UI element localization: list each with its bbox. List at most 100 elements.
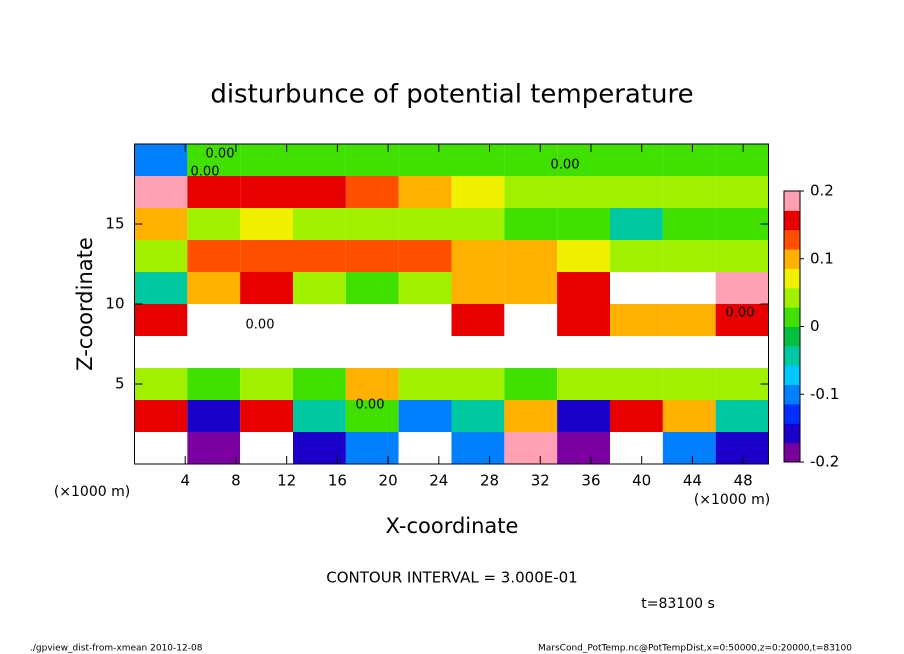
chart-title: disturbunce of potential temperature <box>210 80 693 110</box>
heat-cell <box>610 336 663 368</box>
heat-cell <box>662 208 716 240</box>
heat-cell <box>504 240 558 272</box>
heat-cell <box>504 368 558 400</box>
heat-cell <box>610 176 663 208</box>
heat-cell <box>504 400 558 432</box>
heat-cell <box>451 176 505 208</box>
colorbar-band <box>784 210 800 231</box>
x-tick-label: 16 <box>328 472 347 490</box>
heat-cell <box>398 144 452 176</box>
heat-cell <box>451 400 505 432</box>
heat-cell <box>134 304 188 336</box>
heat-cell <box>662 400 716 432</box>
time-label: t=83100 s <box>641 596 715 612</box>
heat-cell <box>345 240 399 272</box>
heat-cell <box>557 176 610 208</box>
heat-cell <box>345 432 399 464</box>
heat-cell <box>345 208 399 240</box>
heat-cell <box>504 304 558 336</box>
heat-cell <box>451 336 505 368</box>
heat-cell <box>398 400 452 432</box>
heat-cell <box>293 144 346 176</box>
heat-cell <box>240 400 293 432</box>
heat-cell <box>293 432 346 464</box>
heat-cell <box>293 304 346 336</box>
heat-cell <box>504 272 558 304</box>
heat-cell <box>715 432 769 464</box>
heat-cell <box>662 272 716 304</box>
heat-cell <box>557 336 610 368</box>
heat-cell <box>345 336 399 368</box>
heat-cell <box>187 432 241 464</box>
heat-cell <box>610 272 663 304</box>
heat-cell <box>398 240 452 272</box>
x-axis-label: X-coordinate <box>386 514 519 538</box>
x-tick-label: 36 <box>581 472 600 490</box>
heat-cell <box>662 336 716 368</box>
x-tick-label: 32 <box>531 472 550 490</box>
contour-label: 0.00 <box>191 165 220 180</box>
heat-cell <box>187 368 241 400</box>
heat-cell <box>715 368 769 400</box>
heat-cell <box>557 432 610 464</box>
contour-label: 0.00 <box>206 147 235 162</box>
heat-cell <box>293 208 346 240</box>
colorbar-band <box>784 423 800 444</box>
heat-cell <box>187 304 241 336</box>
heat-cell <box>451 272 505 304</box>
heat-cell <box>715 208 769 240</box>
heat-cell <box>187 176 241 208</box>
heat-cell <box>610 304 663 336</box>
heat-cell <box>451 208 505 240</box>
heat-cell <box>240 208 293 240</box>
heat-cell <box>240 144 293 176</box>
heat-cell <box>398 208 452 240</box>
heat-cell <box>557 272 610 304</box>
contour-label: 0.00 <box>356 398 385 413</box>
y-tick-label: 15 <box>105 215 124 233</box>
heat-cell <box>557 240 610 272</box>
heat-cell <box>557 304 610 336</box>
y-axis-label: Z-coordinate <box>73 237 97 371</box>
heat-cell <box>610 400 663 432</box>
heat-cell <box>715 240 769 272</box>
colorbar-band <box>784 249 800 269</box>
footer-right: MarsCond_PotTemp.nc@PotTempDist,x=0:5000… <box>538 644 852 654</box>
x-unit-label: (×1000 m) <box>694 492 770 508</box>
heat-cell <box>557 208 610 240</box>
heat-cell <box>293 240 346 272</box>
heat-cell <box>610 144 663 176</box>
colorbar-band <box>784 384 800 405</box>
heat-cell <box>715 304 769 336</box>
heat-cell <box>715 144 769 176</box>
heat-cell <box>293 176 346 208</box>
heat-cell <box>187 240 241 272</box>
colorbar-band <box>784 403 800 424</box>
heat-cell <box>451 304 505 336</box>
heat-cell <box>451 368 505 400</box>
x-tick-label: 8 <box>231 472 241 490</box>
heat-cell <box>557 144 610 176</box>
heat-cell <box>134 400 188 432</box>
heat-cell <box>187 400 241 432</box>
heat-cell <box>187 272 241 304</box>
heat-cell <box>134 176 188 208</box>
heat-cell <box>451 432 505 464</box>
heat-cell <box>662 240 716 272</box>
colorbar-band <box>784 229 800 250</box>
heat-cell <box>398 304 452 336</box>
y-tick-label: 5 <box>115 375 125 393</box>
heat-cell <box>293 272 346 304</box>
heat-cell <box>610 368 663 400</box>
heat-cell <box>398 336 452 368</box>
heat-cell <box>134 240 188 272</box>
heat-cell <box>610 240 663 272</box>
heat-cell <box>345 144 399 176</box>
colorbar-band <box>784 326 800 347</box>
heat-cell <box>610 208 663 240</box>
colorbar-tick-label: 0.1 <box>810 249 834 267</box>
heat-cell <box>715 272 769 304</box>
colorbar-tick-label: -0.2 <box>810 453 839 471</box>
heat-cell <box>504 208 558 240</box>
